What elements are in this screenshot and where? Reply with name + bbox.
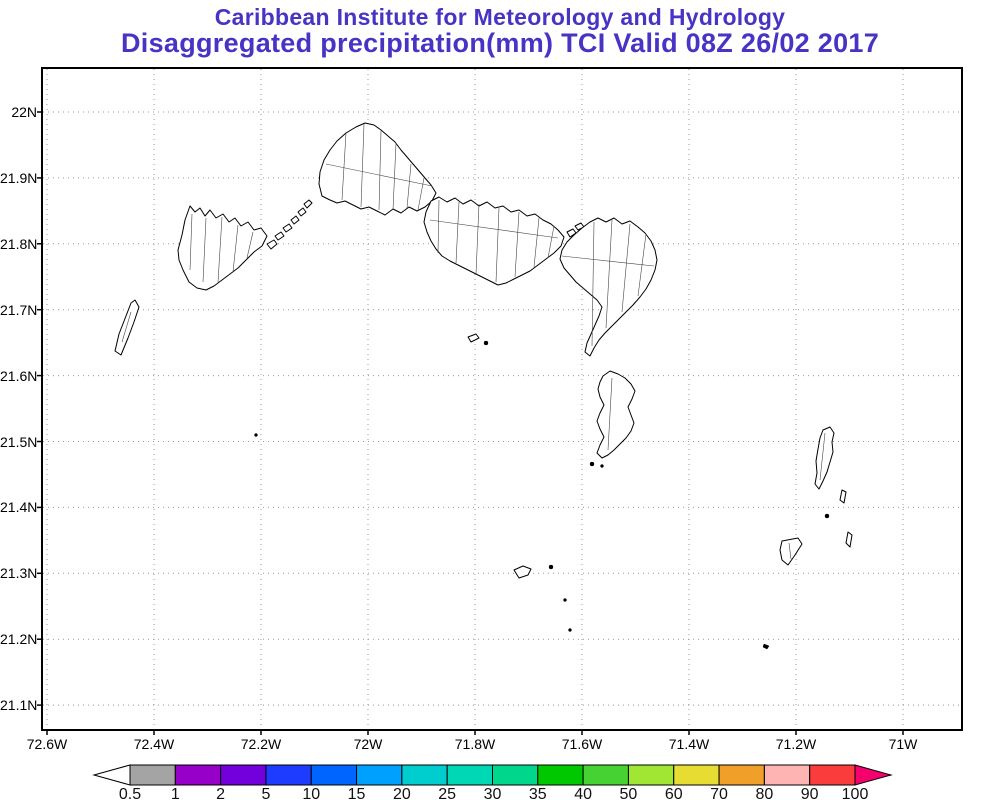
colorbar-tick-label: 5 [261,786,270,800]
map-border [41,67,963,731]
lat-label: 22N [11,104,37,120]
colorbar-tick-label: 15 [348,786,366,800]
colorbar-tick-label: 50 [620,786,638,800]
map-canvas [37,67,963,735]
colorbar-tick-label: 30 [484,786,502,800]
colorbar-segment [265,764,312,786]
colorbar-segment [537,764,584,786]
colorbar-arrow-left [92,764,131,786]
colorbar-segment [627,764,675,786]
lon-label: 71.2W [775,736,817,752]
lat-label: 21.6N [0,368,38,384]
colorbar-tick-label: 1 [171,786,180,800]
colorbar-tick-label: 25 [438,786,456,800]
lon-label: 71.6W [561,736,603,752]
lon-label: 72.4W [133,736,175,752]
lat-label: 21.7N [0,302,38,318]
colorbar-segment [718,764,765,786]
colorbar-segment [673,764,720,786]
colorbar-tick-label: 90 [801,786,819,800]
colorbar-tick-label: 20 [393,786,411,800]
lon-label: 71W [888,736,918,752]
colorbar-segment [129,764,176,786]
colorbar-arrow-right [854,764,893,786]
lat-label: 21.3N [0,565,38,581]
lon-label: 72.6W [26,736,68,752]
colorbar-segment [356,764,403,786]
lat-label: 21.9N [0,170,38,186]
lat-label: 21.5N [0,434,38,450]
colorbar-tick-label: 60 [665,786,683,800]
colorbar-segment [763,764,811,786]
lon-label: 71.4W [668,736,710,752]
colorbar-segment [809,764,856,786]
grid-lines [43,69,961,729]
lat-label: 21.8N [0,236,38,252]
lat-label: 21.4N [0,499,38,515]
lon-label: 72.2W [240,736,282,752]
district-boundaries [121,123,826,560]
colorbar-tick-label: 40 [574,786,592,800]
colorbar-segment [310,764,358,786]
colorbar-tick-label: 0.5 [119,786,141,800]
colorbar-tick-label: 100 [842,786,869,800]
colorbar-segment [492,764,539,786]
lat-label: 21.1N [0,697,38,713]
colorbar-tick-label: 2 [216,786,225,800]
colorbar-tick-label: 80 [755,786,773,800]
lon-label: 71.8W [454,736,496,752]
product-title: Disaggregated precipitation(mm) TCI Vali… [120,28,880,58]
colorbar-tick-label: 35 [529,786,547,800]
colorbar-tick-label: 70 [710,786,728,800]
colorbar-segment [174,764,222,786]
colorbar-segment [446,764,494,786]
island-coastlines [114,122,853,650]
colorbar-tick-label: 10 [302,786,320,800]
lon-label: 72W [353,736,383,752]
lat-label: 21.2N [0,631,38,647]
org-title: Caribbean Institute for Meteorology and … [214,4,786,30]
colorbar-segment [582,764,629,786]
colorbar-segment [401,764,448,786]
colorbar-segment [220,764,267,786]
colorbar: 0.5 1 2 5 10 15 20 25 30 35 40 50 60 70 … [92,764,893,800]
